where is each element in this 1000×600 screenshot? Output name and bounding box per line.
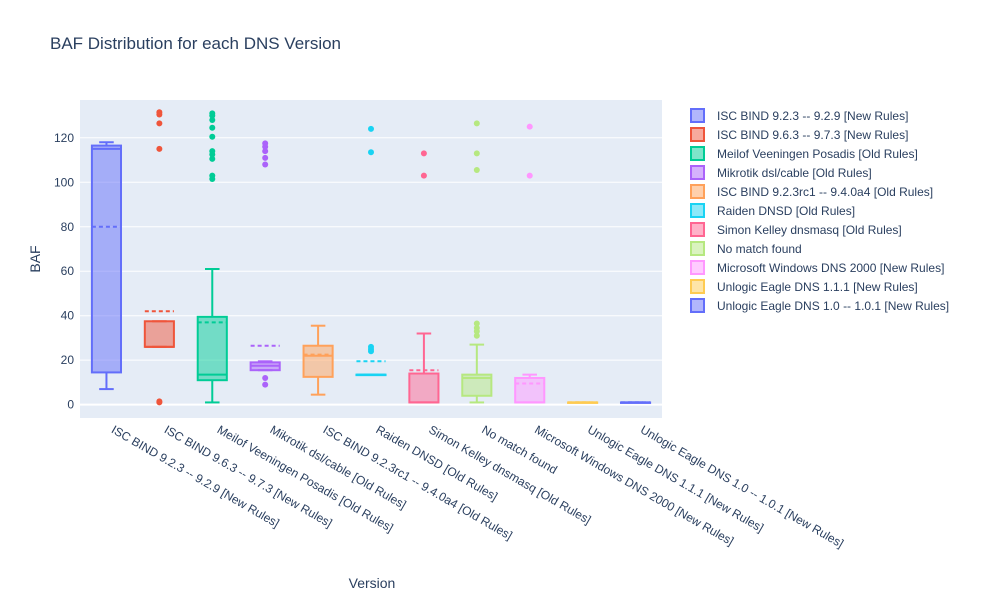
outlier-point	[209, 117, 216, 124]
box-iqr	[408, 372, 440, 404]
legend-swatch	[690, 241, 705, 256]
outlier-point	[473, 332, 480, 339]
box-trace	[143, 109, 175, 406]
box-trace	[461, 120, 493, 404]
box-iqr	[196, 315, 228, 382]
outlier-point	[262, 140, 269, 147]
box-trace	[408, 150, 440, 404]
y-tick-label: 60	[61, 264, 75, 278]
legend-item[interactable]: Simon Kelley dnsmasq [Old Rules]	[690, 220, 949, 239]
legend-swatch	[690, 222, 705, 237]
outlier-point	[156, 120, 163, 127]
legend-swatch	[690, 298, 705, 313]
box-iqr	[514, 376, 546, 404]
legend-swatch	[690, 165, 705, 180]
outlier-point	[526, 123, 533, 130]
outlier-point	[209, 124, 216, 131]
legend-label: Microsoft Windows DNS 2000 [New Rules]	[717, 260, 945, 275]
outlier-point	[420, 172, 427, 179]
outlier-point	[473, 120, 480, 127]
legend-item[interactable]: Raiden DNSD [Old Rules]	[690, 201, 949, 220]
box-trace	[90, 141, 123, 391]
outlier-point	[262, 154, 269, 161]
legend-item[interactable]: Unlogic Eagle DNS 1.1.1 [New Rules]	[690, 277, 949, 296]
legend: ISC BIND 9.2.3 -- 9.2.9 [New Rules] ISC B…	[690, 106, 949, 315]
x-tick-label: Microsoft Windows DNS 2000 [New Rules]	[532, 422, 736, 548]
outlier-point	[209, 172, 216, 179]
outlier-point	[156, 109, 163, 116]
legend-item[interactable]: Unlogic Eagle DNS 1.0 -- 1.0.1 [New Rule…	[690, 296, 949, 315]
box-trace	[619, 401, 652, 404]
legend-swatch	[690, 146, 705, 161]
legend-swatch	[690, 260, 705, 275]
outlier-point	[156, 145, 163, 152]
outlier-point	[473, 167, 480, 174]
outlier-point	[209, 110, 216, 117]
outlier-point	[473, 324, 480, 331]
outlier-point	[262, 148, 269, 155]
legend-label: ISC BIND 9.2.3rc1 -- 9.4.0a4 [Old Rules]	[717, 184, 934, 199]
legend-swatch	[690, 127, 705, 142]
legend-swatch	[690, 108, 705, 123]
y-tick-label: 20	[61, 353, 75, 367]
legend-item[interactable]: ISC BIND 9.2.3rc1 -- 9.4.0a4 [Old Rules]	[690, 182, 949, 201]
box-iqr	[143, 320, 175, 348]
outlier-point	[420, 150, 427, 157]
legend-label: Unlogic Eagle DNS 1.1.1 [New Rules]	[717, 279, 918, 294]
y-tick-label: 80	[61, 220, 75, 234]
legend-item[interactable]: No match found	[690, 239, 949, 258]
outlier-point	[526, 172, 533, 179]
box-iqr	[461, 373, 493, 397]
legend-item[interactable]: Microsoft Windows DNS 2000 [New Rules]	[690, 258, 949, 277]
legend-label: Raiden DNSD [Old Rules]	[717, 203, 856, 218]
outlier-point	[368, 343, 374, 350]
y-tick-label: 40	[61, 309, 75, 323]
outlier-point	[368, 149, 374, 156]
legend-swatch	[690, 203, 705, 218]
legend-label: Simon Kelley dnsmasq [Old Rules]	[717, 222, 902, 237]
outlier-point	[368, 125, 374, 132]
box-trace	[567, 401, 599, 404]
y-tick-label: 100	[54, 175, 74, 189]
legend-item[interactable]: ISC BIND 9.2.3 -- 9.2.9 [New Rules]	[690, 106, 949, 125]
legend-label: No match found	[717, 241, 802, 256]
box-trace	[355, 125, 387, 377]
legend-label: Mikrotik dsl/cable [Old Rules]	[717, 165, 872, 180]
legend-item[interactable]: Mikrotik dsl/cable [Old Rules]	[690, 163, 949, 182]
legend-label: Unlogic Eagle DNS 1.0 -- 1.0.1 [New Rule…	[717, 298, 950, 313]
outlier-point	[473, 150, 480, 157]
legend-label: ISC BIND 9.6.3 -- 9.7.3 [New Rules]	[717, 127, 909, 142]
box-iqr	[302, 344, 334, 378]
legend-label: ISC BIND 9.2.3 -- 9.2.9 [New Rules]	[717, 108, 909, 123]
outlier-point	[262, 381, 269, 388]
box-trace	[514, 123, 546, 404]
legend-swatch	[690, 184, 705, 199]
box-trace	[196, 110, 228, 404]
outlier-point	[262, 161, 269, 168]
y-tick-label: 120	[54, 131, 74, 145]
legend-item[interactable]: Meilof Veeningen Posadis [Old Rules]	[690, 144, 949, 163]
box-trace	[249, 140, 281, 388]
legend-item[interactable]: ISC BIND 9.6.3 -- 9.7.3 [New Rules]	[690, 125, 949, 144]
legend-swatch	[690, 279, 705, 294]
legend-label: Meilof Veeningen Posadis [Old Rules]	[717, 146, 918, 161]
box-iqr	[90, 144, 123, 374]
box-trace	[302, 324, 334, 396]
chart-title: BAF Distribution for each DNS Version	[50, 34, 342, 53]
y-axis-label: BAF	[27, 245, 43, 272]
plot-area	[80, 100, 662, 418]
x-axis-label: Version	[349, 575, 396, 591]
outlier-point	[209, 148, 216, 155]
outlier-point	[473, 320, 480, 327]
outlier-point	[262, 374, 269, 381]
y-tick-label: 0	[67, 398, 74, 412]
outlier-point	[209, 155, 216, 162]
outlier-point	[156, 398, 163, 405]
outlier-point	[209, 133, 216, 140]
x-tick-label: Unlogic Eagle DNS 1.0 -- 1.0.1 [New Rule…	[638, 422, 846, 550]
